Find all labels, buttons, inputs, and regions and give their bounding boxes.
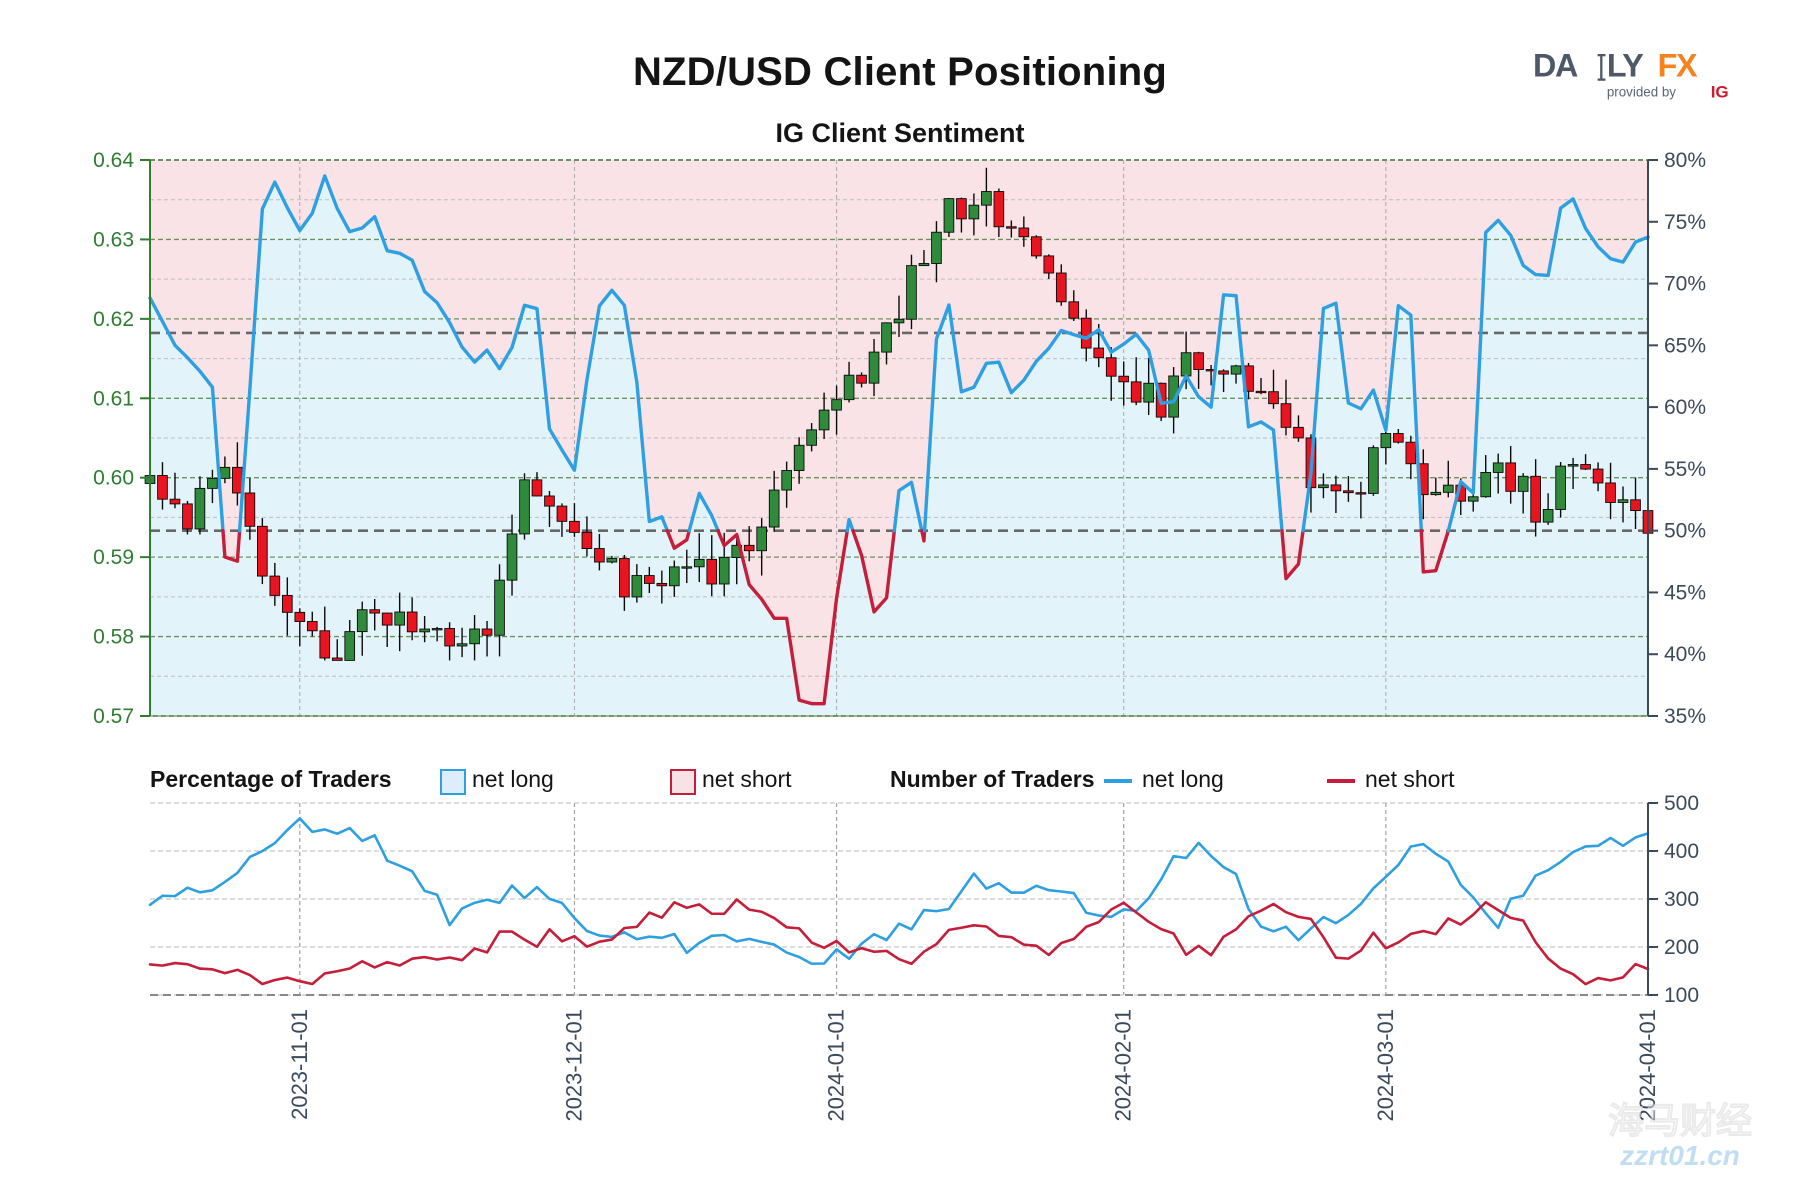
svg-text:2024-01-01: 2024-01-01 [824,1009,849,1122]
svg-text:35%: 35% [1664,705,1706,728]
svg-text:60%: 60% [1664,396,1706,419]
svg-text:200: 200 [1664,936,1699,959]
svg-text:LY: LY [1607,47,1644,83]
svg-text:2024-02-01: 2024-02-01 [1111,1009,1136,1122]
svg-text:DA: DA [1533,47,1578,83]
svg-text:300: 300 [1664,888,1699,911]
svg-text:80%: 80% [1664,149,1706,172]
svg-text:FX: FX [1658,47,1698,83]
svg-text:0.59: 0.59 [93,546,134,569]
svg-text:2023-12-01: 2023-12-01 [561,1009,586,1122]
svg-text:0.58: 0.58 [93,626,134,649]
svg-text:0.60: 0.60 [93,467,134,490]
svg-text:0.64: 0.64 [93,149,134,172]
svg-text:0.63: 0.63 [93,228,134,251]
svg-text:55%: 55% [1664,458,1706,481]
svg-text:40%: 40% [1664,643,1706,666]
svg-text:IG: IG [1711,83,1729,102]
svg-text:0.62: 0.62 [93,308,134,331]
svg-text:100: 100 [1664,984,1699,1007]
svg-text:0.61: 0.61 [93,387,134,410]
svg-text:70%: 70% [1664,273,1706,296]
svg-text:400: 400 [1664,840,1699,863]
svg-text:provided by: provided by [1607,85,1676,100]
svg-text:0.57: 0.57 [93,705,134,728]
svg-text:zzrt01.cn: zzrt01.cn [1619,1140,1740,1171]
svg-text:45%: 45% [1664,581,1706,604]
svg-text:海马财经: 海马财经 [1608,1100,1752,1141]
svg-text:2023-11-01: 2023-11-01 [287,1009,312,1120]
svg-text:2024-03-01: 2024-03-01 [1373,1009,1398,1122]
svg-text:65%: 65% [1664,334,1706,357]
svg-text:50%: 50% [1664,520,1706,543]
svg-text:75%: 75% [1664,211,1706,234]
